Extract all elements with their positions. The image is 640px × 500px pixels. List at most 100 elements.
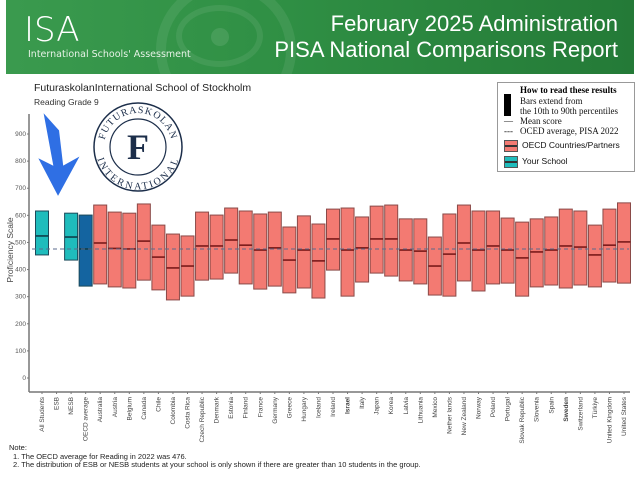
- legend-countries-label: OECD Countries/Partners: [522, 140, 620, 150]
- y-tick-label: 0: [22, 375, 26, 382]
- category-label: France: [257, 397, 264, 418]
- category-label: Sweden: [563, 397, 570, 422]
- legend-countries-swatch: [504, 140, 518, 152]
- y-tick-label: 500: [15, 239, 26, 246]
- percentile-bar: [384, 204, 399, 277]
- category-label: Colombia: [170, 397, 177, 425]
- percentile-bar: [355, 216, 370, 283]
- category-label: Germany: [272, 396, 279, 423]
- chart-boxes: [35, 202, 631, 301]
- school-name: FuturaskolanInternational School of Stoc…: [34, 82, 252, 94]
- category-label: Slovenia: [534, 397, 541, 422]
- note-item: 2. The distribution of ESB or NESB stude…: [13, 460, 421, 469]
- percentile-bar: [93, 204, 108, 285]
- y-tick-label: 900: [15, 131, 26, 138]
- category-label: Israel: [345, 397, 352, 414]
- category-label: Australia: [97, 397, 104, 423]
- category-label: Slovak Republic: [519, 396, 526, 443]
- category-label: Chile: [155, 397, 162, 412]
- category-label: Norway: [476, 396, 483, 419]
- category-label: Korea: [388, 397, 395, 415]
- percentile-bar: [573, 210, 588, 286]
- category-label: Portugal: [505, 396, 512, 421]
- percentile-bar: [267, 211, 282, 287]
- category-label: ESB: [54, 397, 61, 410]
- y-tick-label: 600: [15, 212, 26, 219]
- category-label: Iceland: [315, 397, 322, 418]
- percentile-bar: [617, 202, 631, 284]
- category-label: Austria: [112, 397, 119, 418]
- category-label: Hungary: [301, 396, 308, 421]
- banner-decoration: [211, 28, 229, 46]
- subject-grade: Reading Grade 9: [34, 97, 99, 107]
- category-label: All Students: [39, 396, 46, 431]
- chart-axes: 0 100 200 300 400 500 600 700 800 900: [15, 114, 630, 394]
- logo-letter: F: [127, 127, 149, 167]
- percentile-bar: [35, 210, 49, 256]
- school-crest-icon: FUTURASKOLAN INTERNATIONAL F: [93, 102, 183, 192]
- category-label: Belgium: [126, 397, 133, 420]
- percentile-bar: [209, 214, 224, 280]
- legend-mean-text: Mean score: [520, 116, 562, 126]
- report-title-line2: PISA National Comparisons Report: [274, 37, 618, 62]
- legend-bar-swatch: [504, 94, 511, 116]
- category-label: Denmark: [214, 396, 221, 423]
- legend-school-label: Your School: [522, 156, 568, 166]
- category-labels: All Students ESB NESB OECD average Australia…: [39, 396, 628, 443]
- category-label: Poland: [490, 397, 497, 418]
- category-label: Mexico: [432, 397, 439, 418]
- category-label: Japan: [374, 397, 381, 415]
- category-label: Latvia: [403, 397, 410, 415]
- category-label: Switzerland: [577, 397, 584, 431]
- legend-mean-symbol: —: [504, 116, 513, 126]
- legend-school-swatch: [504, 156, 518, 168]
- category-label: Lithuania: [417, 397, 424, 424]
- percentile-bar: [78, 214, 93, 287]
- percentile-bar: [238, 210, 253, 285]
- category-label: Italy: [359, 396, 366, 409]
- category-label: Costa Rica: [185, 397, 192, 429]
- category-label: Estonia: [228, 397, 235, 419]
- percentile-bar: [165, 233, 180, 301]
- y-tick-label: 200: [15, 321, 26, 328]
- percentile-bar: [529, 218, 544, 288]
- report-title-line1: February 2025 Administration: [330, 11, 618, 36]
- percentile-bar: [296, 215, 311, 289]
- legend-bar-text-2: the 10th to 90th percentiles: [520, 106, 618, 116]
- category-label: Ireland: [330, 397, 337, 417]
- percentile-bar: [253, 213, 268, 290]
- y-axis-title: Proficiency Scale: [5, 217, 15, 282]
- percentile-bar: [442, 213, 457, 297]
- y-tick-label: 700: [15, 185, 26, 192]
- category-label: United Kingdom: [606, 397, 613, 443]
- percentile-bar: [587, 224, 602, 288]
- percentile-bar: [544, 216, 559, 286]
- category-label: United States: [621, 396, 628, 436]
- notes-heading: Note:: [9, 443, 27, 452]
- percentile-bar: [471, 210, 486, 292]
- category-label: Canada: [141, 397, 148, 420]
- percentile-bar: [486, 210, 501, 285]
- percentile-bar: [515, 221, 530, 297]
- y-tick-label: 400: [15, 267, 26, 274]
- category-label: Nether lands: [446, 396, 453, 434]
- category-label: Spain: [548, 397, 555, 414]
- banner-decoration: [176, 5, 263, 67]
- y-tick-label: 300: [15, 294, 26, 301]
- chart-legend: How to read these results Bars extend fr…: [497, 82, 635, 172]
- legend-bar-text-1: Bars extend from: [520, 96, 583, 106]
- note-item: 1. The OECD average for Reading in 2022 …: [13, 451, 187, 461]
- percentile-bar: [107, 211, 122, 288]
- isa-logo: ISA: [24, 10, 80, 50]
- notes: Note: 1. The OECD average for Reading in…: [9, 443, 421, 470]
- category-label: NESB: [68, 397, 75, 415]
- legend-oecd-text: OCED average, PISA 2022: [520, 126, 619, 136]
- report-banner: ISA International Schools' Assessment Fe…: [6, 0, 634, 74]
- y-tick-label: 100: [15, 348, 26, 355]
- arrow-down-icon: [34, 108, 85, 200]
- banner-decoration: [156, 0, 296, 74]
- percentile-bar: [122, 212, 137, 289]
- percentile-bar: [136, 203, 151, 281]
- category-label: Finland: [243, 397, 250, 419]
